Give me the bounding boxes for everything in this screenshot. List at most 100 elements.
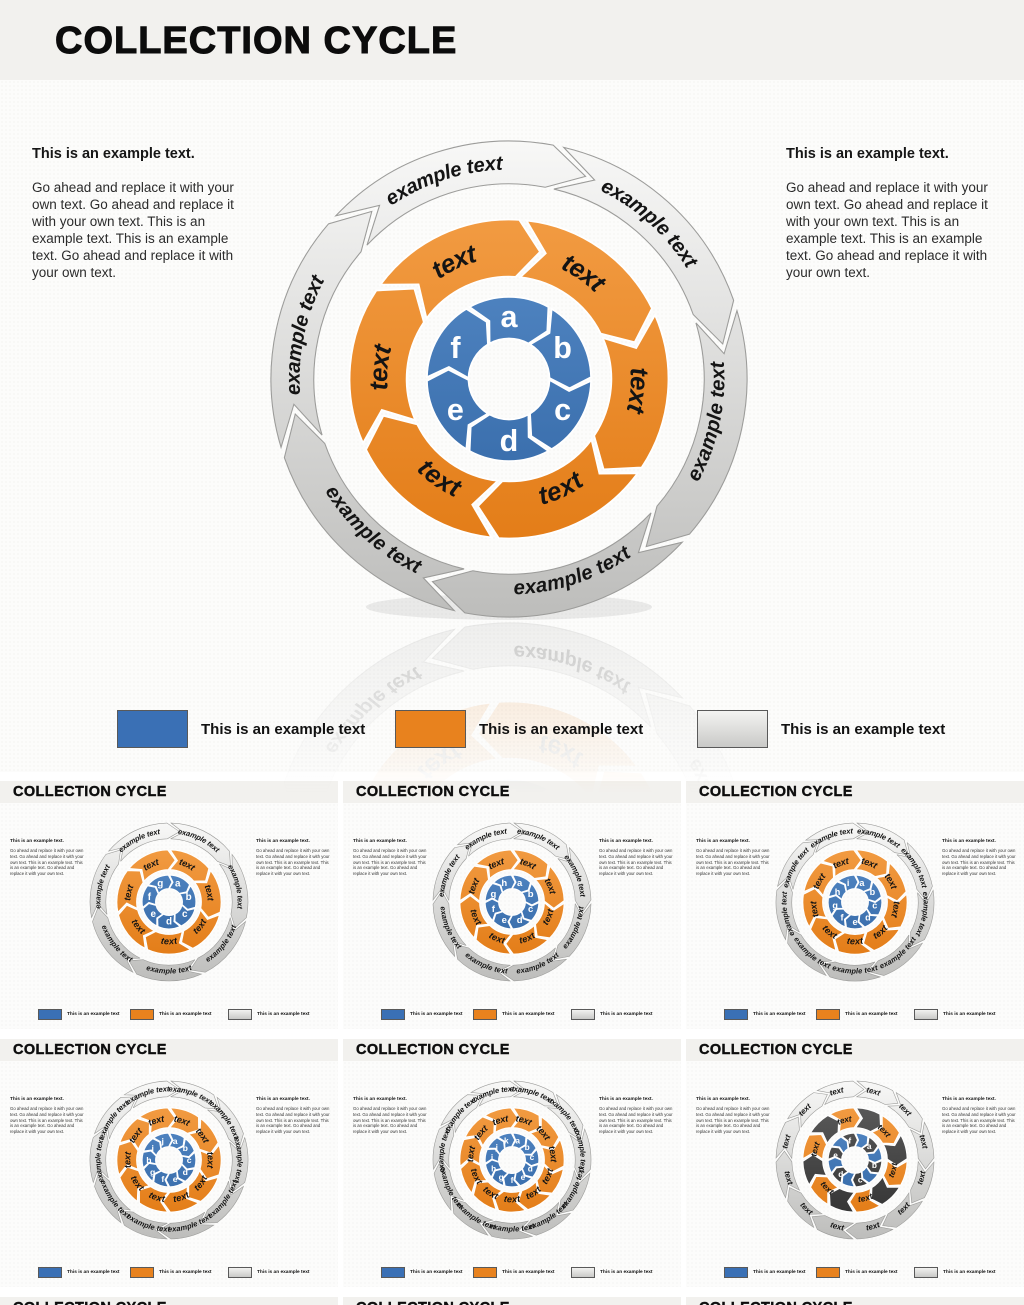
svg-text:a: a <box>867 1141 872 1151</box>
thumbnail-legend-swatch <box>228 1009 252 1020</box>
thumbnail-header: COLLECTION CYCLE <box>0 1039 338 1061</box>
thumbnail-legend-swatch <box>571 1009 595 1020</box>
thumbnail-text-body: Go ahead and replace it with your own te… <box>696 848 770 877</box>
svg-text:text: text <box>205 1151 216 1170</box>
svg-text:a: a <box>517 878 523 889</box>
thumbnail-legend-item: This is an example text <box>473 1008 555 1021</box>
slide-thumbnail[interactable]: COLLECTION CYCLE This is an example text… <box>0 1033 338 1287</box>
slide-thumbnail[interactable]: COLLECTION CYCLE This is an example text… <box>686 1033 1024 1287</box>
svg-text:b: b <box>183 1143 188 1153</box>
thumbnail-left-text: This is an example text. Go ahead and re… <box>10 839 86 877</box>
slide-thumbnail[interactable]: COLLECTION CYCLE <box>343 1291 681 1305</box>
legend-label: This is an example text <box>201 720 366 738</box>
svg-text:text: text <box>828 1085 844 1097</box>
thumbnail-text-body: Go ahead and replace it with your own te… <box>942 848 1016 877</box>
slide-thumbnail[interactable]: COLLECTION CYCLE <box>686 1291 1024 1305</box>
thumbnail-left-text: This is an example text. Go ahead and re… <box>10 1097 86 1135</box>
legend: This is an example text This is an examp… <box>0 707 1024 751</box>
svg-text:a: a <box>175 878 181 889</box>
svg-text:text: text <box>203 883 216 902</box>
thumbnail-legend-swatch <box>724 1267 748 1278</box>
slide-thumbnail[interactable]: COLLECTION CYCLE This is an example text… <box>343 775 681 1029</box>
left-text-block: This is an example text. Go ahead and re… <box>32 146 254 281</box>
thumbnail-legend-swatch <box>228 1267 252 1278</box>
thumbnail-left-text: This is an example text. Go ahead and re… <box>353 1097 429 1135</box>
svg-text:f: f <box>161 1174 164 1184</box>
svg-text:d: d <box>517 915 523 926</box>
svg-text:text: text <box>866 1085 882 1097</box>
svg-text:text: text <box>835 1113 853 1127</box>
thumbnail-legend-label: This is an example text <box>410 1270 463 1275</box>
thumbnail-header: COLLECTION CYCLE <box>343 1297 681 1305</box>
svg-text:h: h <box>501 878 507 889</box>
svg-text:d: d <box>183 1167 188 1177</box>
svg-text:f: f <box>450 331 461 365</box>
thumbnail-legend-swatch <box>473 1009 497 1020</box>
thumbnail-right-text: This is an example text. Go ahead and re… <box>599 839 675 877</box>
thumbnail-title: COLLECTION CYCLE <box>699 1300 1024 1305</box>
svg-text:j: j <box>495 1142 498 1152</box>
svg-text:c: c <box>554 393 571 427</box>
thumbnail-cycle-diagram-svg: text text text text text text text text text text… <box>775 1080 935 1240</box>
svg-text:text: text <box>620 367 653 418</box>
thumbnail-text-body: Go ahead and replace it with your own te… <box>942 1106 1016 1135</box>
svg-text:h: h <box>491 1163 496 1173</box>
slide-thumbnail[interactable]: COLLECTION CYCLE This is an example text… <box>343 1033 681 1287</box>
thumbnail-text-heading: This is an example text. <box>599 1097 653 1102</box>
thumbnail-text-heading: This is an example text. <box>599 839 653 844</box>
svg-text:text: text <box>557 249 611 299</box>
thumbnail-legend-item: This is an example text <box>724 1008 806 1021</box>
slide-thumbnail[interactable]: COLLECTION CYCLE This is an example text… <box>0 775 338 1029</box>
svg-text:text: text <box>865 1220 881 1232</box>
svg-text:f: f <box>148 892 152 903</box>
thumbnail-header: COLLECTION CYCLE <box>686 1039 1024 1061</box>
thumbnail-legend-item: This is an example text <box>473 1266 555 1279</box>
thumbnail-legend-label: This is an example text <box>600 1270 653 1275</box>
thumbnail-legend-swatch <box>473 1267 497 1278</box>
thumbnail-text-body: Go ahead and replace it with your own te… <box>10 848 84 877</box>
svg-text:g: g <box>832 901 838 911</box>
thumbnail-title: COLLECTION CYCLE <box>356 784 510 800</box>
thumbnail-text-heading: This is an example text. <box>696 839 750 844</box>
thumbnail-legend-swatch <box>130 1267 154 1278</box>
thumbnail-legend-label: This is an example text <box>67 1270 120 1275</box>
thumbnail-legend-label: This is an example text <box>600 1012 653 1017</box>
slide-thumbnail[interactable]: COLLECTION CYCLE This is an example text… <box>686 775 1024 1029</box>
thumbnail-legend-swatch <box>571 1267 595 1278</box>
thumbnail-legend-item: This is an example text <box>724 1266 806 1279</box>
svg-text:h: h <box>835 887 841 897</box>
thumbnail-legend-label: This is an example text <box>159 1270 212 1275</box>
svg-text:i: i <box>491 1152 493 1162</box>
svg-text:example text: example text <box>125 1212 171 1234</box>
legend-item-orange: This is an example text <box>395 707 643 751</box>
svg-text:f: f <box>841 912 845 922</box>
legend-label: This is an example text <box>479 720 644 738</box>
thumbnail-legend-swatch <box>914 1267 938 1278</box>
thumbnail-left-text: This is an example text. Go ahead and re… <box>696 839 772 877</box>
thumbnail-canvas: This is an example text. Go ahead and re… <box>343 1061 681 1287</box>
thumbnail-legend-label: This is an example text <box>67 1012 120 1017</box>
svg-text:j: j <box>161 1136 164 1146</box>
legend-item-gray: This is an example text <box>697 707 945 751</box>
thumbnail-legend-swatch <box>38 1267 62 1278</box>
thumbnail-text-heading: This is an example text. <box>10 1097 64 1102</box>
svg-text:example text: example text <box>321 482 426 579</box>
thumbnail-legend: This is an example text This is an exampl… <box>0 1008 338 1024</box>
thumbnail-text-body: Go ahead and replace it with your own te… <box>353 1106 427 1135</box>
svg-text:e: e <box>521 1172 526 1182</box>
svg-text:c: c <box>858 1174 863 1184</box>
svg-text:text: text <box>829 1220 845 1232</box>
svg-text:f: f <box>492 904 496 915</box>
svg-text:c: c <box>528 904 533 915</box>
svg-text:d: d <box>838 1169 843 1179</box>
thumbnail-text-body: Go ahead and replace it with your own te… <box>599 1106 673 1135</box>
svg-text:g: g <box>499 1172 504 1182</box>
thumbnail-legend-label: This is an example text <box>753 1012 806 1017</box>
slide-thumbnail[interactable]: COLLECTION CYCLE <box>0 1291 338 1305</box>
svg-text:e: e <box>447 393 464 427</box>
thumbnail-left-text: This is an example text. Go ahead and re… <box>353 839 429 877</box>
thumbnail-title: COLLECTION CYCLE <box>13 1042 167 1058</box>
